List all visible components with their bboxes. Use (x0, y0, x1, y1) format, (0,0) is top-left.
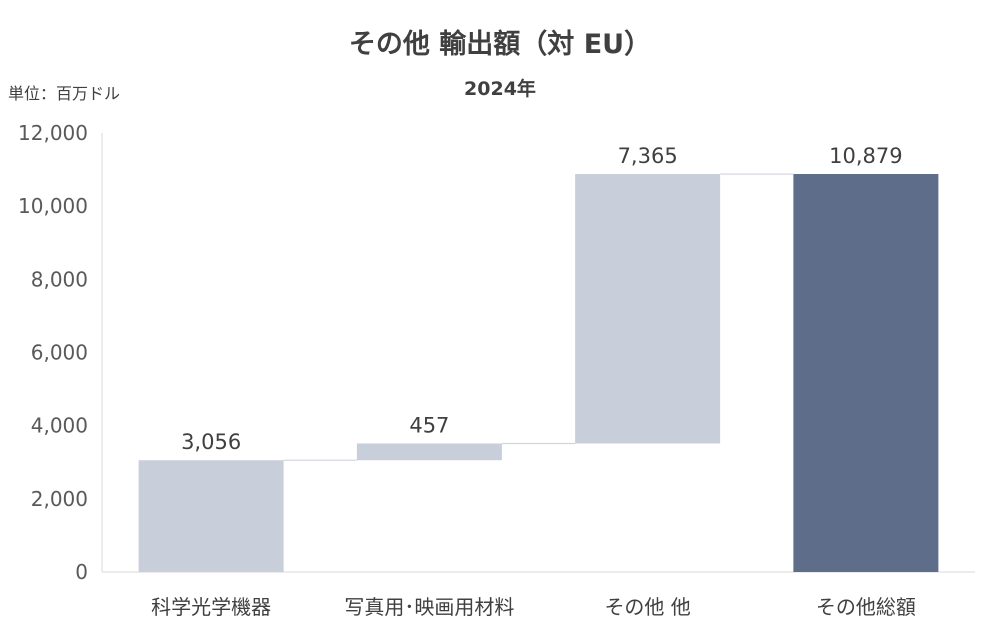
data-label: 10,879 (829, 144, 902, 168)
y-tick-label: 10,000 (18, 194, 88, 218)
y-tick-label: 12,000 (18, 121, 88, 145)
total-bar (793, 174, 939, 572)
chart-subtitle: 2024年 (464, 78, 536, 100)
y-tick-label: 0 (75, 560, 88, 584)
step-bar (575, 174, 721, 444)
unit-label: 単位：百万ドル (8, 84, 121, 103)
data-label: 7,365 (618, 144, 678, 168)
category-label: その他総額 (816, 595, 916, 619)
y-tick-label: 8,000 (31, 267, 88, 291)
step-bar (138, 460, 284, 572)
y-tick-label: 6,000 (31, 341, 88, 365)
category-label: 写真用･映画用材料 (344, 595, 514, 619)
y-tick-label: 4,000 (31, 414, 88, 438)
chart-title: その他 輸出額（対 EU） (348, 29, 652, 60)
data-label: 457 (409, 413, 449, 437)
data-label: 3,056 (181, 430, 241, 454)
category-label: 科学光学機器 (151, 595, 271, 619)
step-bar (356, 443, 502, 461)
category-label: その他 他 (604, 595, 690, 619)
y-tick-label: 2,000 (31, 487, 88, 511)
